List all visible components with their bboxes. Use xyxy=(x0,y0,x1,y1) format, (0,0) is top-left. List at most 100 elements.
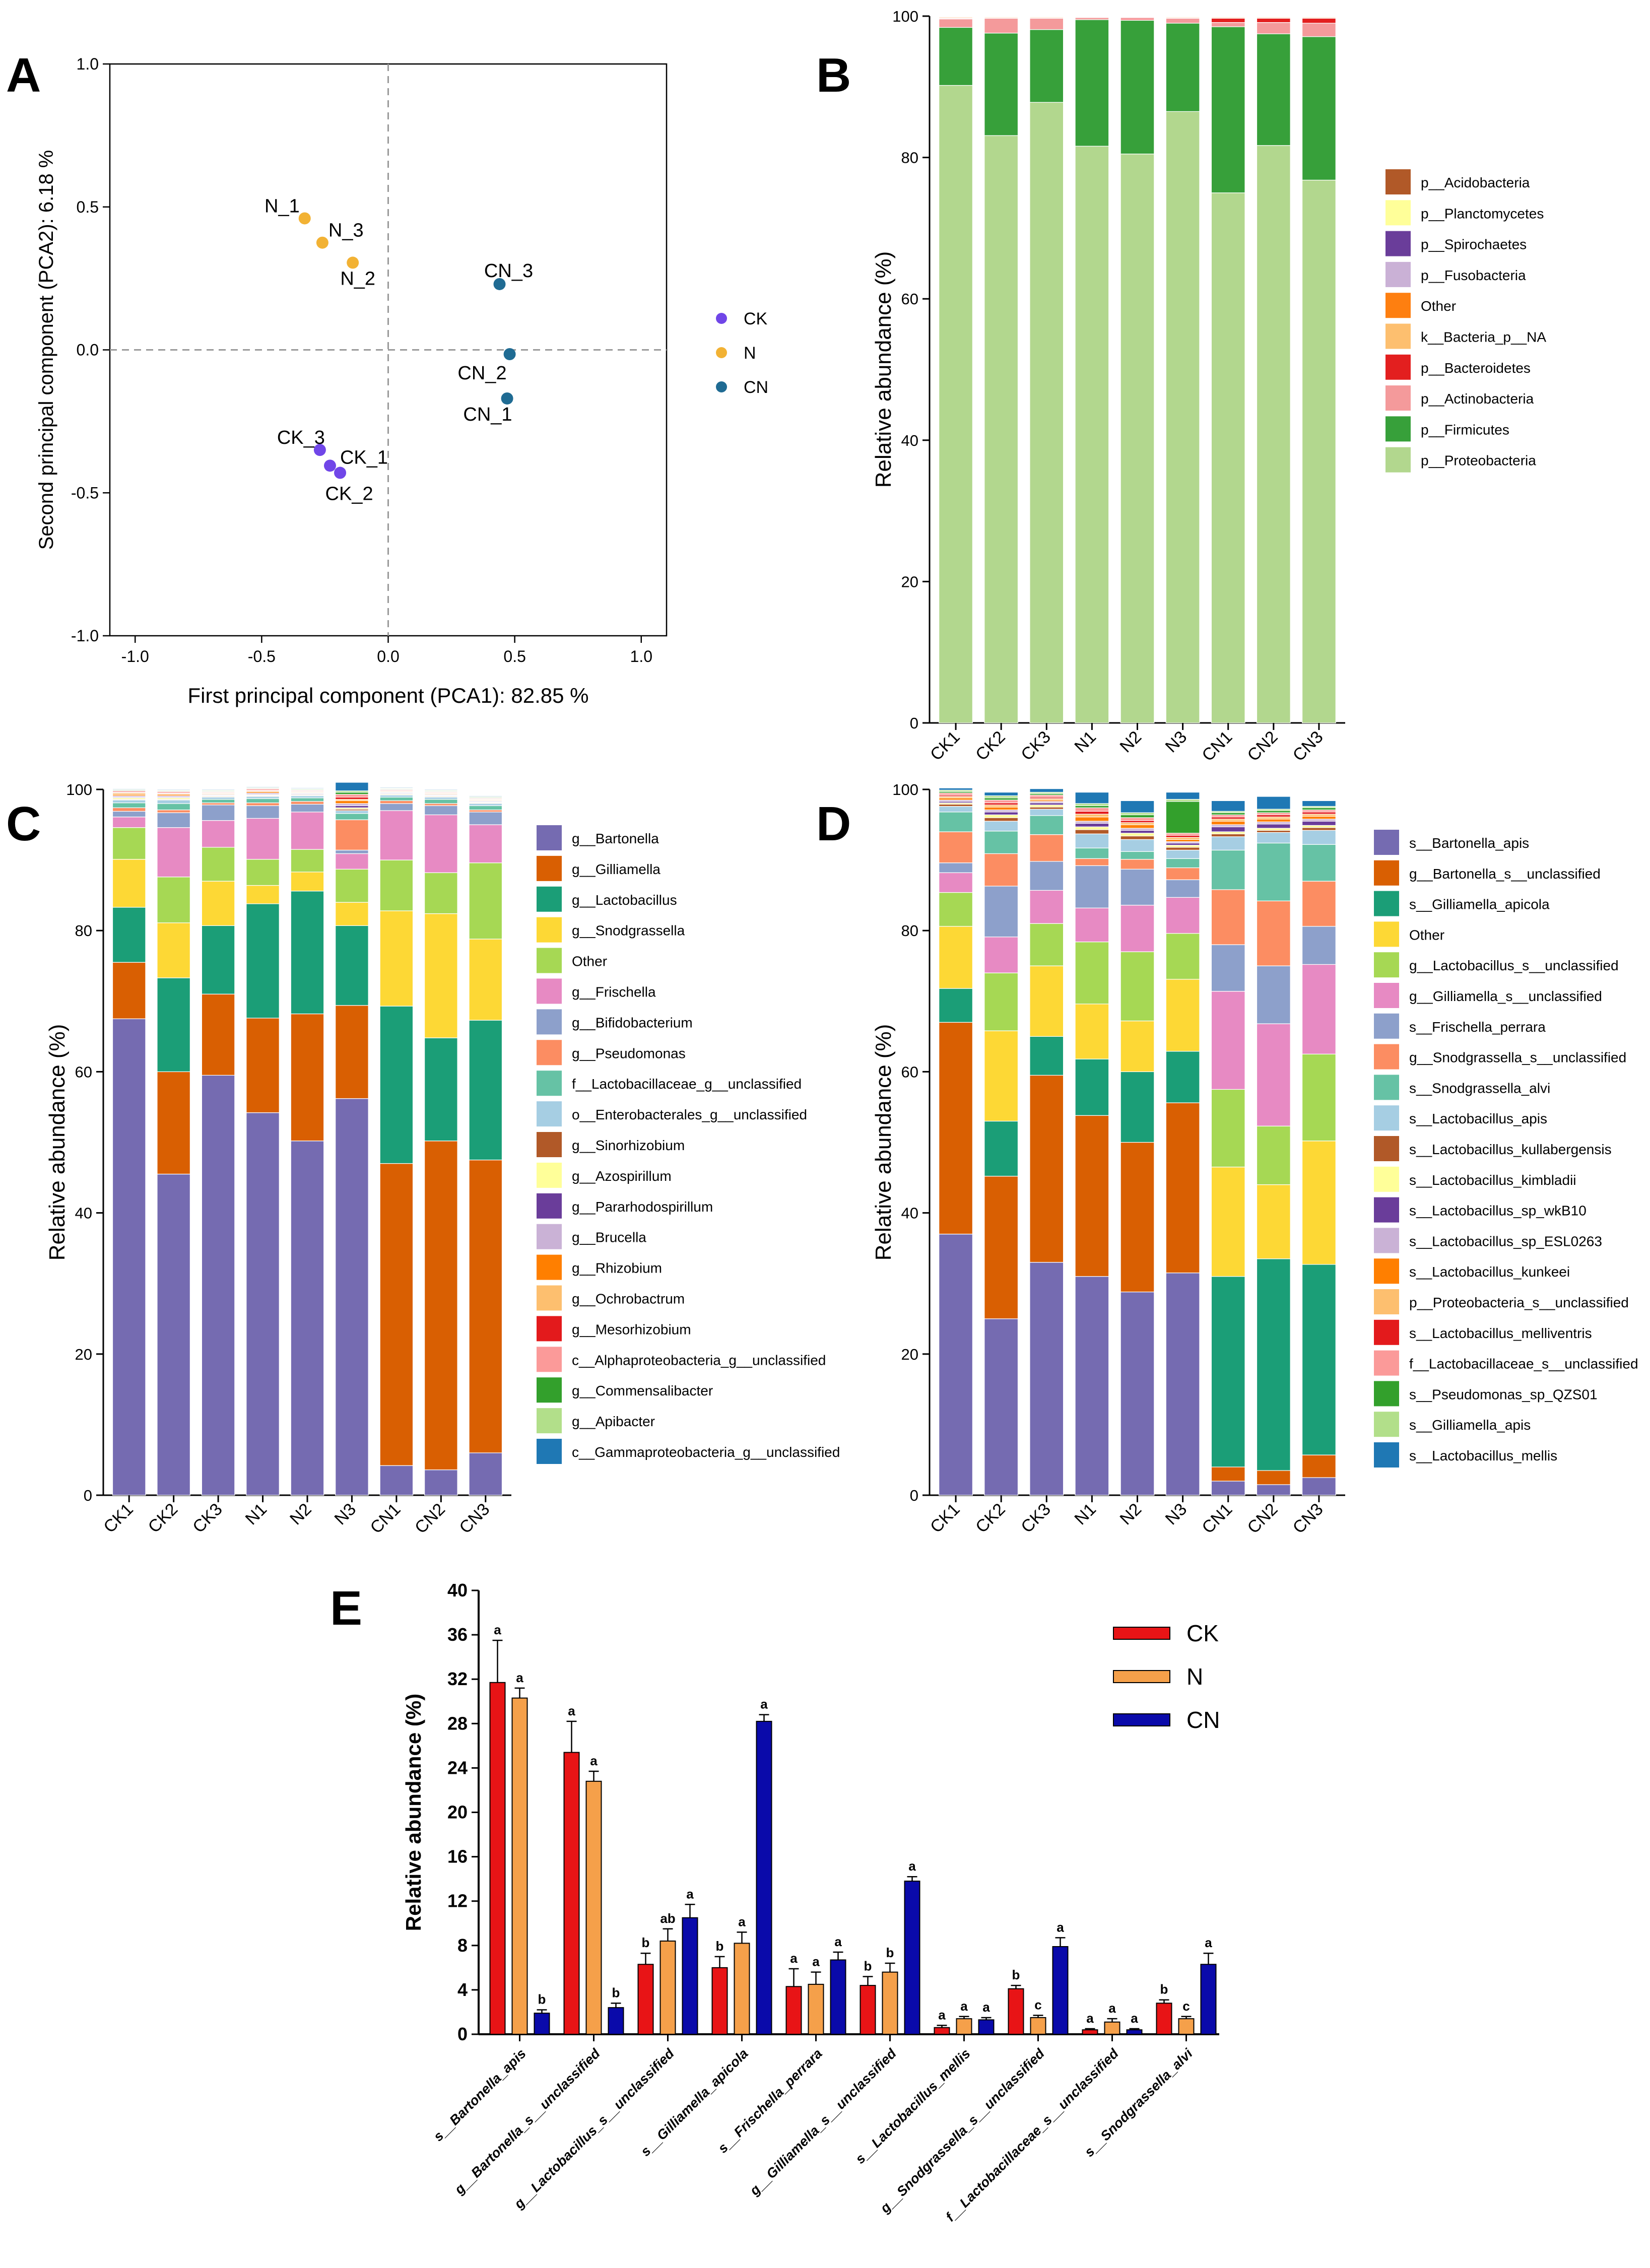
species-bar-segment-g-lactobacillus-s-unclassified xyxy=(1165,933,1200,980)
legend-label: Other xyxy=(1409,927,1444,943)
species-bar-segment-s-bartonella-apis xyxy=(1165,1273,1200,1496)
species-bar-segment-s-lactobacillus-kimbladii xyxy=(1302,825,1336,828)
y-axis-tick-label: 100 xyxy=(66,781,92,798)
species-bar-segment-s-pseudomonas-sp-qzs01 xyxy=(984,797,1019,801)
significance-letter: a xyxy=(1131,2011,1138,2026)
legend-label: s__Lactobacillus_mellis xyxy=(1409,1448,1557,1463)
species-bar-segment-s-lactobacillus-apis xyxy=(1165,849,1200,859)
species-bar-segment-s-bartonella-apis xyxy=(1120,1291,1155,1496)
legend-label: g__Brucella xyxy=(572,1230,646,1245)
genus-bar-segment-g-snodgrassella xyxy=(469,939,503,1021)
genus-bar-segment-g-lactobacillus xyxy=(290,891,324,1015)
species-bar-segment-g-bartonella-s-unclassified xyxy=(1211,1466,1245,1482)
species-bar-segment-g-lactobacillus-s-unclassified xyxy=(939,892,973,927)
legend-label: g__Lactobacillus xyxy=(572,892,677,908)
x-axis-tick-label: CK2 xyxy=(972,1500,1009,1537)
x-axis-tick-label: CN3 xyxy=(455,1500,493,1538)
species-bar-segment-s-lactobacillus-kullabergensis xyxy=(984,817,1019,822)
panel-e: E 0 4 8 12 16 20 24 28 32 36 40 Relative abundance … xyxy=(330,1580,1220,2224)
species-bar-segment-s-frischella-perrara xyxy=(1120,869,1155,906)
legend-label: s__Lactobacillus_apis xyxy=(1409,1111,1547,1126)
species-bar-segment-g-gilliamella-s-unclassified xyxy=(1120,905,1155,952)
legend-swatch xyxy=(1385,447,1411,473)
legend-label: CK xyxy=(1186,1620,1219,1646)
species-bar-segment-f-lactobacillaceae-s-unclassified xyxy=(1075,807,1109,812)
species-bar-segment-s-lactobacillus-apis xyxy=(1120,839,1155,852)
species-bar-segment-s-frischella-perrara xyxy=(1165,879,1200,898)
species-bar-segment-other xyxy=(1302,1141,1336,1265)
significance-letter: a xyxy=(760,1697,768,1712)
species-bar-segment-other xyxy=(1075,1004,1109,1059)
species-bar-segment-s-lactobacillus-sp-esl0263 xyxy=(984,810,1019,813)
species-bar-segment-s-lactobacillus-melliventris xyxy=(1302,812,1336,815)
genus-bar-segment-f-lactobacillaceae-g-unclassified xyxy=(424,799,458,804)
pca-point xyxy=(347,256,359,269)
bar-cn xyxy=(1200,1964,1217,2035)
species-bar-segment-s-lactobacillus-kimbladii xyxy=(1211,831,1245,834)
y-axis-tick-label: 0.0 xyxy=(77,341,99,359)
genus-bar-segment-other xyxy=(201,847,235,882)
phylum-bar-segment-p-actinobacteria xyxy=(1302,23,1336,37)
y-axis-tick-label: 24 xyxy=(447,1757,468,1778)
phylum-bar-segment-p-proteobacteria xyxy=(1302,179,1336,723)
species-bar-segment-s-lactobacillus-kunkeei xyxy=(1075,817,1109,822)
legend-swatch xyxy=(537,978,562,1004)
genus-bar-segment-g-frischella xyxy=(335,853,369,870)
genus-bar-segment-g-frischella xyxy=(157,827,190,878)
genus-bar-segment-g-brucella xyxy=(335,803,369,806)
genus-bar-segment-g-gilliamella xyxy=(424,1141,458,1471)
legend-label: p__Acidobacteria xyxy=(1421,175,1530,190)
species-bar-segment-g-gilliamella-s-unclassified xyxy=(939,872,973,893)
legend-label: s__Lactobacillus_melliventris xyxy=(1409,1325,1592,1341)
species-bar-segment-f-lactobacillaceae-s-unclassified xyxy=(1120,817,1155,821)
species-bar-segment-g-bartonella-s-unclassified xyxy=(984,1176,1019,1319)
genus-bar-segment-g-snodgrassella xyxy=(424,913,458,1038)
species-bar-segment-s-lactobacillus-mellis xyxy=(984,792,1019,796)
species-bar-segment-f-lactobacillaceae-s-unclassified xyxy=(984,799,1019,804)
legend-swatch xyxy=(1374,1350,1399,1376)
genus-bar-segment-g-rhizobium xyxy=(335,800,369,804)
species-bar-segment-s-lactobacillus-kimbladii xyxy=(984,814,1019,818)
species-bar-segment-s-lactobacillus-sp-esl0263 xyxy=(1302,819,1336,822)
genus-bar-segment-c-gammaproteobacteria-g-unclassified xyxy=(424,789,458,791)
species-bar-segment-s-bartonella-apis xyxy=(1075,1276,1109,1496)
species-bar-segment-f-lactobacillaceae-s-unclassified xyxy=(1165,833,1200,836)
legend-swatch xyxy=(1374,860,1399,886)
legend-swatch xyxy=(1374,952,1399,978)
genus-bar-segment-o-enterobacterales-g-unclassified xyxy=(157,799,190,804)
significance-letter: c xyxy=(1182,1998,1190,2014)
genus-bar-segment-o-enterobacterales-g-unclassified xyxy=(424,796,458,800)
bar-cn xyxy=(756,1720,772,2035)
legend-swatch xyxy=(1374,1197,1399,1223)
bar-n xyxy=(585,1780,602,2035)
phylum-bar-segment-p-firmicutes xyxy=(1075,19,1109,147)
legend-swatch xyxy=(537,1009,562,1035)
genus-bar-segment-g-bifidobacterium xyxy=(379,803,414,811)
species-bar-segment-g-gilliamella-s-unclassified xyxy=(1211,991,1245,1090)
species-bar-segment-g-gilliamella-s-unclassified xyxy=(984,937,1019,973)
y-axis-tick-label: 28 xyxy=(447,1713,468,1733)
x-axis-tick-label: g__Bartonella_s__unclassified xyxy=(451,2046,603,2197)
legend-swatch xyxy=(537,1408,562,1434)
species-bar-segment-s-pseudomonas-sp-qzs01 xyxy=(1120,814,1155,818)
y-axis-tick-label: 0.5 xyxy=(77,198,99,216)
significance-letter: b xyxy=(538,1992,546,2007)
legend-label: s__Pseudomonas_sp_QZS01 xyxy=(1409,1386,1598,1402)
legend-swatch xyxy=(537,1224,562,1249)
legend-swatch xyxy=(1113,1713,1170,1726)
y-axis-tick-label: 60 xyxy=(75,1063,92,1081)
legend-swatch xyxy=(537,1285,562,1311)
y-axis-tick-label: 80 xyxy=(901,149,918,167)
x-axis-tick-label: g__Lactobacillus_s__unclassified xyxy=(511,2046,677,2212)
species-bar-segment-g-bartonella-s-unclassified xyxy=(1256,1470,1291,1485)
genus-bar-segment-g-snodgrassella xyxy=(379,910,414,1007)
species-bar-segment-s-pseudomonas-sp-qzs01 xyxy=(1075,805,1109,809)
legend-swatch xyxy=(1374,1258,1399,1284)
genus-bar-segment-o-enterobacterales-g-unclassified xyxy=(201,796,235,800)
pca-point xyxy=(316,236,328,249)
legend-swatch xyxy=(537,1071,562,1096)
species-bar-segment-s-lactobacillus-kullabergensis xyxy=(1120,835,1155,840)
genus-bar-segment-g-pseudomonas xyxy=(201,803,235,806)
y-axis-tick-label: 36 xyxy=(447,1624,468,1645)
legend-label: g__Frischella xyxy=(572,984,656,1000)
